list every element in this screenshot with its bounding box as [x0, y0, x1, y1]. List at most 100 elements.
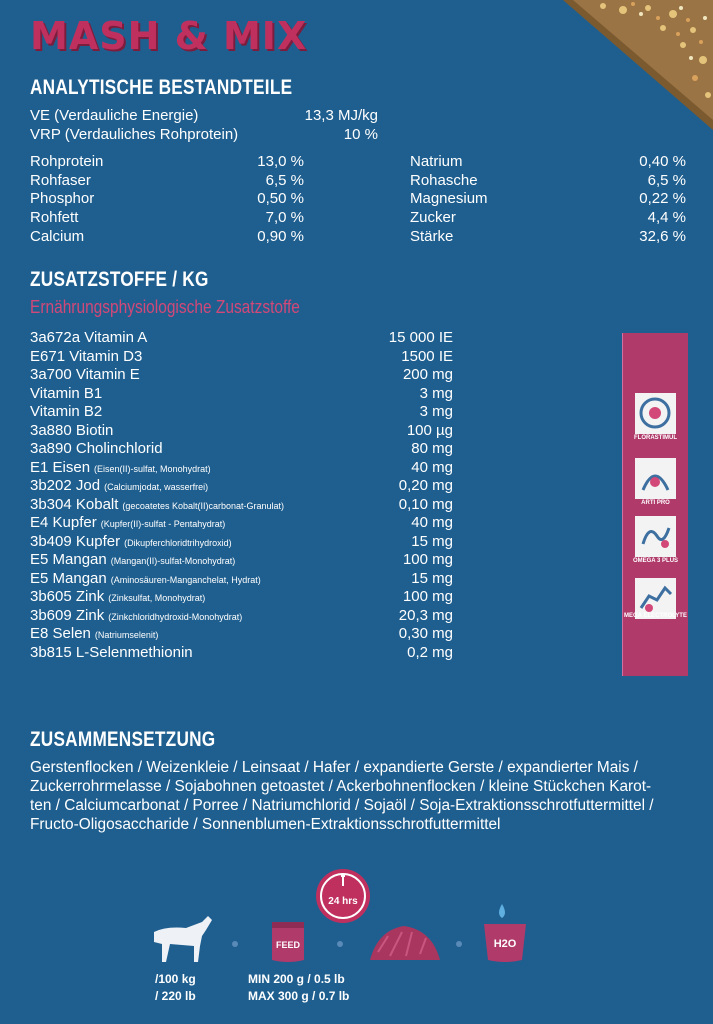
additive-label: 3b605 Zink (Zinksulfat, Monohydrat)	[30, 588, 205, 605]
additive-name: 3a890 Cholinchlorid	[30, 440, 163, 457]
additive-note: (Aminosäuren-Manganchelat, Hydrat)	[110, 574, 261, 585]
additive-name: Vitamin B1	[30, 384, 103, 402]
product-title: MASH & MIX	[30, 14, 308, 58]
additive-note: (Natriumselenit)	[94, 630, 159, 640]
additive-value: 200 mg	[402, 366, 453, 383]
min-amount: MIN 200 g / 0.5 lb	[248, 972, 345, 986]
additive-label: 3b815 L-Selenmethionin	[30, 644, 193, 661]
water-icon	[480, 902, 530, 964]
additive-label: Vitamin B1	[30, 385, 102, 402]
additive-name: E1 Eisen	[30, 458, 91, 476]
additive-label: Vitamin B2	[30, 403, 102, 420]
arti-pro-icon	[635, 458, 676, 499]
nutrient-value: 32,6 %	[639, 228, 686, 245]
nutrient-label: Zucker	[410, 209, 456, 226]
additive-value: 100 mg	[402, 588, 453, 605]
additive-value: 3 mg	[419, 384, 453, 402]
nutrient-value: 0,90 %	[257, 228, 304, 245]
nutrient-label: Magnesium	[410, 190, 488, 207]
additive-note: (Zinkchloridhydroxid-Monohydrat)	[108, 611, 243, 622]
badge-label: MEGA ELECTROLYTE	[624, 613, 687, 619]
additive-label: E5 Mangan (Mangan(II)-sulfat-Monohydrat)	[30, 551, 235, 568]
nutrient-label: Natrium	[410, 153, 463, 170]
additive-note: (Eisen(II)-sulfat, Monohydrat)	[94, 463, 211, 474]
additive-name: 3a700 Vitamin E	[30, 366, 140, 383]
composition-line: ten / Calciumcarbonat / Porree / Natrium…	[30, 797, 654, 814]
additives-heading: ZUSATZSTOFFE / KG	[30, 268, 209, 291]
additive-name: 3b605 Zink	[30, 588, 105, 605]
additive-value: 15 000 IE	[388, 329, 453, 346]
additive-label: E671 Vitamin D3	[30, 348, 142, 365]
badge-label: OMEGA 3 PLUS	[632, 558, 679, 564]
additive-name: E5 Mangan	[30, 551, 107, 568]
nutrient-label: Rohprotein	[30, 153, 104, 170]
additive-label: 3b409 Kupfer (Dikupferchloridtrihydroxid)	[30, 533, 232, 550]
additive-label: 3a880 Biotin	[30, 422, 113, 439]
nutrient-label: Rohasche	[410, 172, 478, 189]
max-amount: MAX 300 g / 0.7 lb	[248, 989, 350, 1003]
nutrient-value: 0,50 %	[257, 190, 304, 207]
additive-label: 3b202 Jod (Calciumjodat, wasserfrei)	[30, 477, 208, 494]
nutrient-label: Phosphor	[30, 190, 95, 207]
horse-icon	[146, 912, 218, 964]
hay-icon	[368, 922, 442, 962]
additive-note: (Kupfer(II)-sulfat - Pentahydrat)	[100, 519, 226, 529]
additive-value: 1500 IE	[401, 347, 453, 365]
additive-value: 0,10 mg	[398, 495, 453, 513]
additive-value: 0,20 mg	[398, 477, 453, 494]
omega-3-icon	[635, 516, 676, 557]
feed-bag-icon	[268, 918, 308, 964]
weight-line-2: / 220 lb	[155, 989, 196, 1003]
energy-value: 10 %	[343, 126, 378, 143]
additive-label: 3a700 Vitamin E	[30, 366, 140, 383]
additive-label: E4 Kupfer (Kupfer(II)-sulfat - Pentahydra…	[30, 514, 225, 531]
additive-label: E5 Mangan (Aminosäuren-Manganchelat, Hydr…	[30, 570, 261, 587]
additive-note: (Dikupferchloridtrihydroxid)	[124, 537, 232, 548]
composition-text: Gerstenflocken / Weizenkleie / Leinsaat …	[30, 758, 702, 834]
feed-label: FEED	[275, 940, 300, 950]
additive-name: 3a880 Biotin	[30, 421, 114, 439]
composition-line: Gerstenflocken / Weizenkleie / Leinsaat …	[30, 759, 638, 776]
nutrient-value: 4,4 %	[647, 209, 686, 226]
badge-label: FLORASTIMUL	[634, 435, 677, 441]
clock-label: 24 hrs	[328, 896, 358, 907]
additive-name: 3b815 L-Selenmethionin	[30, 643, 193, 661]
additive-name: 3b202 Jod	[30, 477, 101, 494]
additive-name: E8 Selen	[30, 625, 91, 642]
additive-note: (Zinksulfat, Monohydrat)	[108, 593, 206, 603]
energy-label: VE (Verdauliche Energie)	[30, 107, 199, 124]
analysis-heading: ANALYTISCHE BESTANDTEILE	[30, 76, 293, 99]
additive-value: 40 mg	[411, 514, 453, 531]
florastimul-icon	[635, 393, 676, 434]
additive-note: (Calciumjodat, wasserfrei)	[104, 482, 209, 492]
additive-label: 3a672a Vitamin A	[30, 329, 147, 346]
additive-name: Vitamin B2	[30, 403, 103, 420]
additive-value: 3 mg	[419, 403, 453, 420]
nutrient-label: Rohfaser	[30, 172, 91, 189]
water-label: H2O	[493, 938, 517, 950]
additive-label: 3b304 Kobalt (gecoatetes Kobalt(II)carbon…	[30, 496, 284, 513]
nutrient-value: 13,0 %	[257, 153, 304, 170]
nutrient-value: 0,40 %	[639, 153, 686, 170]
additive-label: E1 Eisen (Eisen(II)-sulfat, Monohydrat)	[30, 459, 211, 476]
composition-line: Fructo-Oligosaccharide / Sonnenblumen-Ex…	[30, 816, 501, 833]
additive-label: 3a890 Cholinchlorid	[30, 440, 163, 457]
nutrient-label: Calcium	[30, 228, 85, 245]
composition-heading: ZUSAMMENSETZUNG	[30, 728, 216, 751]
additive-name: 3a672a Vitamin A	[30, 329, 148, 346]
feature-panel: FLORASTIMUL ARTI PRO OMEGA 3 PLUS MEGA E…	[622, 333, 688, 676]
additive-value: 0,30 mg	[398, 625, 453, 642]
additive-label: 3b609 Zink (Zinkchloridhydroxid-Monohydra…	[30, 607, 242, 624]
clock-icon	[313, 866, 373, 926]
nutrient-value: 6,5 %	[647, 172, 686, 189]
dot-separator	[232, 941, 238, 947]
additive-note: (gecoatetes Kobalt(II)carbonat-Granulat)	[122, 500, 285, 511]
additive-name: 3b304 Kobalt	[30, 495, 119, 513]
dot-separator	[456, 941, 462, 947]
additive-value: 15 mg	[411, 532, 453, 550]
nutrient-value: 6,5 %	[265, 172, 304, 189]
additive-name: 3b609 Zink	[30, 606, 105, 624]
additive-value: 0,2 mg	[407, 643, 453, 661]
additive-label: E8 Selen (Natriumselenit)	[30, 625, 158, 642]
